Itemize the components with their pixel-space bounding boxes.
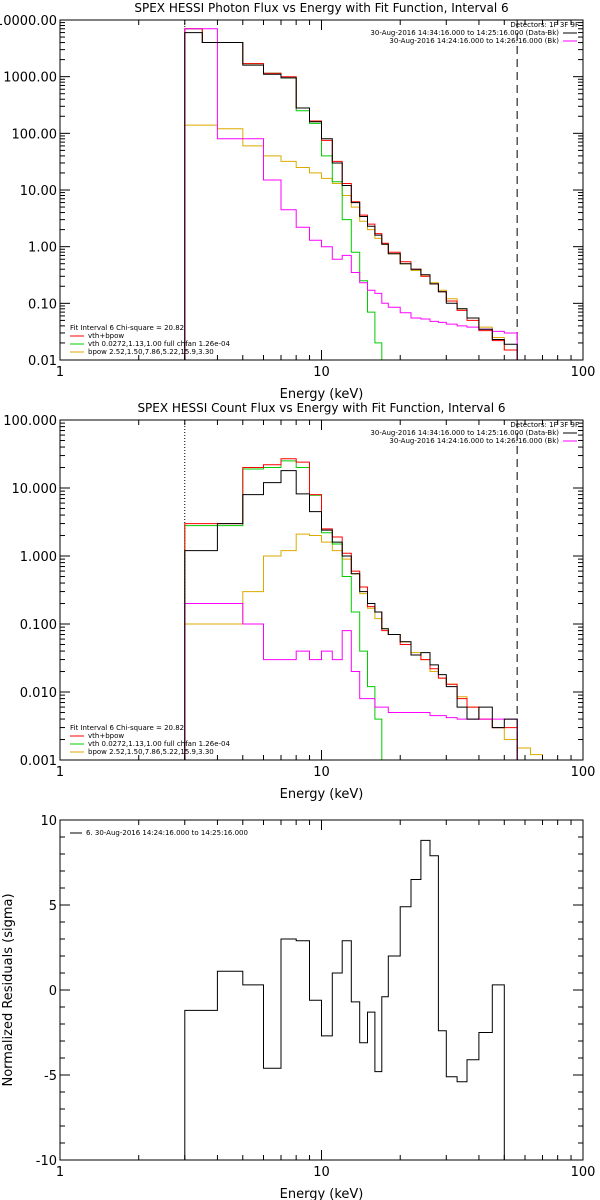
fit-legend-label: vth+bpow [88,332,124,340]
y-tick-label: -10 [36,1154,57,1169]
fit-legend-label: vth+bpow [88,732,124,740]
fit-chi-square: Fit Interval 6 Chi-square = 20.82 [70,324,184,332]
y-axis-label: Normalized Residuals (sigma) [1,893,16,1086]
y-tick-label: 0.01 [28,354,57,369]
x-tick-label: 100 [571,365,596,380]
legend-header: Detectors: 1F 3F 9F [510,21,579,29]
y-tick-label: 10.00 [20,184,57,199]
plot-frame [59,19,584,361]
y-tick-label: 1000.00 [3,71,57,86]
series-data [184,839,518,1160]
chart-title: SPEX HESSI Photon Flux vs Energy with Fi… [134,1,508,15]
x-tick-label: 10 [313,365,330,380]
y-tick-label: 1.000 [20,550,57,565]
y-tick-label: 0.100 [20,618,57,633]
legend-label: 30-Aug-2016 14:24:16.000 to 14:26:16.000… [389,437,559,445]
y-tick-label: 10 [40,814,57,829]
x-tick-label: 100 [571,765,596,780]
legend-label: 6. 30-Aug-2016 14:24:16.000 to 14:25:16.… [86,829,248,837]
legend-label: 30-Aug-2016 14:34:16.000 to 14:25:16.000… [370,429,559,437]
plot-frame [59,419,584,761]
x-tick-label: 100 [571,1165,596,1180]
x-tick-label: 1 [56,365,64,380]
series-background [184,603,518,760]
chart-panel-1: SPEX HESSI Photon Flux vs Energy with Fi… [0,1,595,402]
series-total [184,458,518,760]
y-tick-label: 0.010 [20,686,57,701]
legend-label: 30-Aug-2016 14:34:16.000 to 14:25:16.000… [370,29,559,37]
fit-legend-label: bpow 2.52,1.50,7.86,5.22,15.9,3.30 [88,748,214,756]
legend-label: 30-Aug-2016 14:24:16.000 to 14:26:16.000… [389,37,559,45]
fit-legend-label: vth 0.0272,1.13,1.00 full chfan 1.26e-04 [88,340,230,348]
x-tick-label: 1 [56,765,64,780]
y-tick-label: 5 [49,899,57,914]
series-data [184,470,518,760]
x-tick-label: 10 [313,1165,330,1180]
x-axis-label: Energy (keV) [280,387,364,402]
fit-chi-square: Fit Interval 6 Chi-square = 20.82 [70,724,184,732]
y-tick-label: -5 [44,1069,57,1084]
chart-title: SPEX HESSI Count Flux vs Energy with Fit… [137,401,505,415]
y-tick-label: 1.00 [28,241,57,256]
y-tick-label: 10000.00 [0,14,57,29]
x-axis-label: Energy (keV) [280,1187,364,1200]
y-tick-label: 0 [49,984,57,999]
y-tick-label: 0.001 [20,754,57,769]
series-background [184,28,518,360]
chart-panel-3: 1 10 100 Energy (keV) -10 -5 0 5 10 Normalized Re… [1,814,595,1200]
series-total [184,28,518,360]
y-tick-label: 0.10 [28,297,57,312]
chart-panel-2: SPEX HESSI Count Flux vs Energy with Fit… [3,401,595,802]
x-axis-label: Energy (keV) [280,787,364,802]
fit-legend-label: vth 0.0272,1.13,1.00 full chfan 1.26e-04 [88,740,230,748]
legend-header: Detectors: 1F 3F 9F [510,421,579,429]
x-tick-label: 1 [56,1165,64,1180]
series-vth [184,460,389,760]
y-tick-label: 10.000 [12,482,58,497]
fit-legend-label: bpow 2.52,1.50,7.86,5.22,15.9,3.30 [88,348,214,356]
x-tick-label: 10 [313,765,330,780]
y-tick-label: 100.00 [12,127,58,142]
series-data [184,32,518,360]
y-tick-label: 100.000 [3,414,57,429]
series-bpow [184,124,531,360]
